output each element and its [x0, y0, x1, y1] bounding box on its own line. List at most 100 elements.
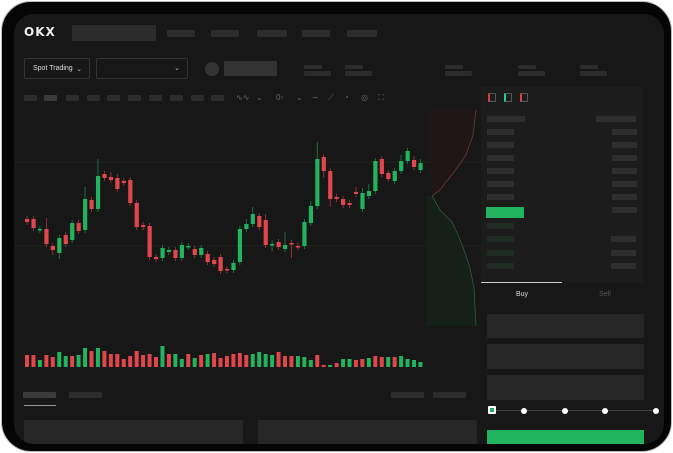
- ask-size: [612, 155, 637, 161]
- timeframe-button[interactable]: [24, 95, 37, 101]
- slider-step[interactable]: [653, 408, 659, 414]
- orders-panel: [24, 420, 243, 444]
- filter-button[interactable]: [391, 392, 424, 398]
- volume-bar: [289, 356, 294, 367]
- nav-item[interactable]: [302, 30, 330, 37]
- bid-size: [611, 236, 636, 242]
- timeframe-button[interactable]: [211, 95, 224, 101]
- candlestick-chart[interactable]: [14, 104, 484, 374]
- volume-bar: [295, 356, 300, 367]
- history-tab[interactable]: [69, 392, 102, 398]
- spot-trading-dropdown[interactable]: Spot Trading ⌄: [24, 58, 90, 79]
- search-bar[interactable]: [72, 25, 156, 41]
- bid-size: [611, 250, 636, 256]
- candle-body: [89, 200, 94, 209]
- stat-label: [304, 65, 322, 69]
- candle-body: [186, 246, 191, 248]
- volume-bar: [257, 352, 262, 367]
- amount-input[interactable]: [487, 344, 644, 369]
- timeframe-button[interactable]: [170, 95, 183, 101]
- stat-label: [580, 65, 598, 69]
- buy-submit-button[interactable]: [487, 430, 644, 444]
- volume-bar: [173, 354, 178, 367]
- timeframe-button[interactable]: [44, 95, 57, 101]
- candle-body: [366, 191, 372, 196]
- total-input[interactable]: [487, 375, 644, 400]
- book-asks-icon[interactable]: [520, 93, 528, 102]
- settings-icon[interactable]: ◎: [361, 93, 368, 102]
- line-tool-icon[interactable]: ∼: [312, 93, 319, 102]
- filter-button[interactable]: [433, 392, 466, 398]
- price-input[interactable]: [487, 314, 644, 338]
- ask-price: [487, 181, 514, 187]
- volume-bar: [405, 359, 410, 367]
- volume-bar: [121, 359, 126, 367]
- slider-step[interactable]: [562, 408, 568, 414]
- volume-bar: [270, 355, 275, 367]
- volume-bar: [89, 351, 94, 367]
- volume-bar: [70, 356, 75, 367]
- volume-bar: [283, 356, 287, 367]
- chevron-down-icon[interactable]: ⌄: [296, 93, 303, 102]
- book-bids-icon[interactable]: [504, 93, 512, 102]
- timeframe-button[interactable]: [191, 95, 204, 101]
- candle-body: [360, 193, 365, 209]
- camera-icon[interactable]: ◔: [344, 93, 349, 102]
- tab-sell[interactable]: Sell: [599, 291, 611, 298]
- volume-bar: [76, 355, 81, 367]
- timeframe-button[interactable]: [128, 95, 141, 101]
- positions-panel: [258, 420, 477, 444]
- nav-item[interactable]: [257, 30, 287, 37]
- candle-body: [379, 159, 384, 174]
- candle-body: [283, 245, 288, 249]
- volume-bar: [212, 353, 217, 367]
- ask-size: [612, 207, 637, 213]
- candle-body: [244, 224, 249, 229]
- timeframe-button[interactable]: [66, 95, 79, 101]
- tab-buy[interactable]: Buy: [515, 291, 529, 298]
- nav-item[interactable]: [347, 30, 377, 37]
- volume-bar: [366, 358, 371, 367]
- pen-icon[interactable]: ⟋: [328, 93, 334, 102]
- stat-label: [518, 65, 536, 69]
- compare-icon[interactable]: 0▫: [276, 93, 284, 102]
- stat-value: [304, 71, 331, 76]
- slider-step[interactable]: [521, 408, 527, 414]
- chart-type-icon[interactable]: ⌄: [256, 93, 263, 102]
- volume-bar: [373, 356, 378, 367]
- volume-bar: [353, 360, 358, 367]
- nav-item[interactable]: [167, 30, 195, 37]
- timeframe-button[interactable]: [87, 95, 100, 101]
- depth-bids-area: [426, 196, 476, 326]
- pair-selector-dropdown[interactable]: ⌄: [96, 58, 188, 79]
- leverage-slider-handle[interactable]: [488, 406, 496, 414]
- candle-body: [353, 192, 359, 194]
- timeframe-button[interactable]: [149, 95, 162, 101]
- okx-logo[interactable]: OKX: [24, 25, 56, 39]
- candle-body: [212, 260, 217, 264]
- indicator-icon[interactable]: ∿∿: [236, 93, 250, 102]
- timeframe-button[interactable]: [107, 95, 120, 101]
- bid-price: [487, 223, 514, 229]
- candle-body: [147, 226, 152, 257]
- nav-item[interactable]: [211, 30, 239, 37]
- volume-bar: [102, 351, 107, 367]
- candle-body: [392, 171, 397, 181]
- depth-bids-line: [431, 195, 477, 326]
- candle-body: [141, 225, 146, 227]
- candle-body: [154, 257, 159, 259]
- candle-body: [160, 248, 165, 258]
- volume-bar: [379, 357, 384, 367]
- book-both-icon[interactable]: [488, 93, 496, 102]
- candle-body: [63, 235, 68, 244]
- stat-label: [445, 65, 463, 69]
- volume-bar: [308, 360, 313, 367]
- fullscreen-icon[interactable]: ⛶: [378, 93, 384, 102]
- volume-bar: [160, 346, 165, 367]
- orders-tab[interactable]: [23, 392, 56, 398]
- volume-bar: [237, 353, 242, 367]
- leverage-slider-track[interactable]: [492, 410, 658, 411]
- volume-bar: [418, 362, 423, 367]
- volume-bar: [328, 365, 333, 367]
- slider-step[interactable]: [602, 408, 608, 414]
